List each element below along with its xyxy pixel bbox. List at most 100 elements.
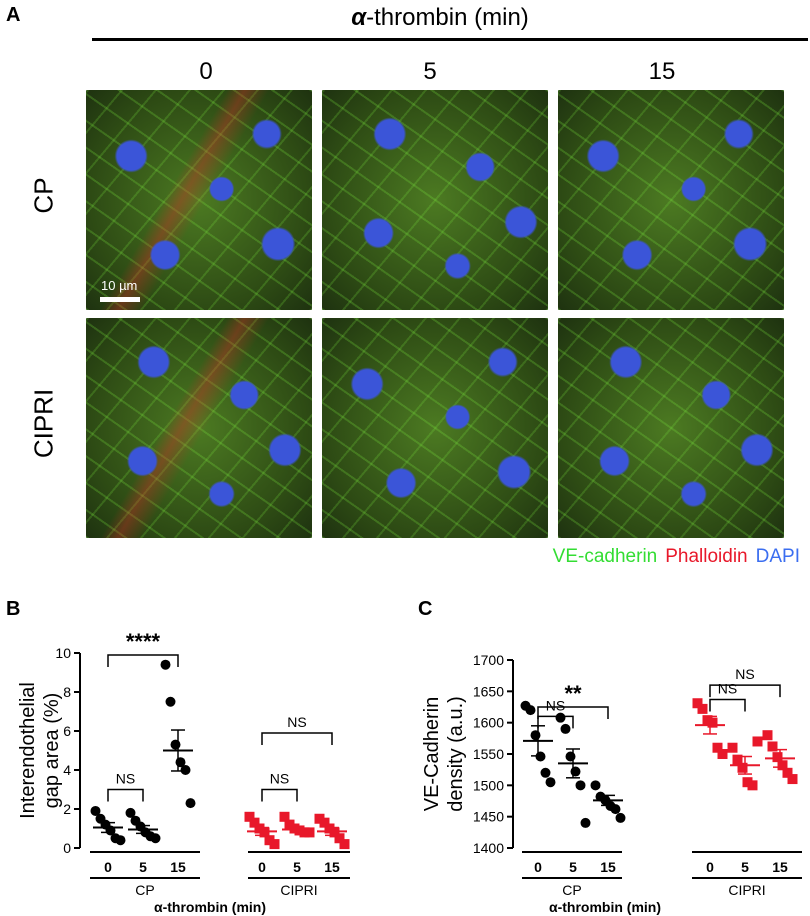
x-axis-label: α-thrombin (min) bbox=[549, 899, 661, 915]
y-tick-label: 1650 bbox=[473, 683, 504, 699]
data-point bbox=[782, 767, 793, 778]
significance-bracket bbox=[537, 706, 609, 719]
y-tick-label: 4 bbox=[63, 762, 71, 778]
significance-label: ** bbox=[564, 681, 582, 706]
x-tick-label: 15 bbox=[324, 859, 340, 875]
x-tick-label: 15 bbox=[772, 859, 788, 875]
significance-label: **** bbox=[126, 629, 161, 654]
legend-ve-cadherin: VE-cadherin bbox=[552, 546, 658, 567]
x-group-label: CIPRI bbox=[280, 882, 317, 898]
data-point bbox=[170, 739, 181, 750]
x-tick-label: 0 bbox=[104, 859, 112, 875]
significance-bracket bbox=[261, 788, 298, 802]
data-point bbox=[787, 774, 798, 785]
x-group-label: CP bbox=[135, 882, 154, 898]
data-point bbox=[249, 817, 260, 828]
significance-label: NS bbox=[116, 771, 135, 787]
y-tick-label: 2 bbox=[63, 801, 71, 817]
data-point bbox=[115, 835, 126, 846]
data-point bbox=[244, 811, 255, 822]
data-point bbox=[575, 780, 586, 791]
data-point bbox=[125, 807, 136, 818]
y-tick-label: 10 bbox=[55, 645, 71, 661]
x-tick-label: 0 bbox=[258, 859, 266, 875]
y-tick-label: 1500 bbox=[473, 777, 504, 793]
data-point bbox=[279, 811, 290, 822]
data-point bbox=[560, 723, 571, 734]
data-point bbox=[732, 754, 743, 765]
data-point bbox=[269, 839, 280, 850]
data-point bbox=[767, 741, 778, 752]
x-tick-label: 0 bbox=[706, 859, 714, 875]
significance-bracket bbox=[537, 715, 574, 729]
data-point bbox=[530, 730, 541, 741]
data-point bbox=[160, 659, 171, 670]
header-thrombin-text: -thrombin (min) bbox=[366, 4, 529, 31]
significance-bracket bbox=[261, 732, 333, 745]
y-axis-label: Interendothelial bbox=[17, 682, 39, 819]
y-tick-label: 8 bbox=[63, 684, 71, 700]
y-tick-label: 1450 bbox=[473, 809, 504, 825]
row-label-cp: CP bbox=[28, 177, 59, 214]
y-tick-label: 1700 bbox=[473, 652, 504, 668]
chart-gap-area: 0 2 4 6 8 10 Interendothelial gap area (%) CP CIP… bbox=[17, 629, 350, 915]
data-point bbox=[615, 812, 626, 823]
data-point bbox=[692, 698, 703, 709]
data-point bbox=[610, 804, 621, 815]
y-tick-label: 0 bbox=[63, 840, 71, 856]
x-tick-label: 15 bbox=[600, 859, 616, 875]
data-point bbox=[304, 827, 315, 838]
y-tick-label: 1550 bbox=[473, 746, 504, 762]
significance-bracket bbox=[709, 698, 746, 712]
data-point bbox=[747, 780, 758, 791]
data-point bbox=[580, 817, 591, 828]
micrograph-tile bbox=[558, 318, 784, 538]
data-point bbox=[185, 798, 196, 809]
legend-phalloidin: Phalloidin bbox=[665, 546, 748, 567]
x-tick-label: 5 bbox=[741, 859, 749, 875]
scale-bar bbox=[100, 297, 140, 302]
x-tick-label: 0 bbox=[534, 859, 542, 875]
data-point bbox=[762, 730, 773, 741]
data-point bbox=[90, 805, 101, 816]
x-tick-label: 5 bbox=[293, 859, 301, 875]
column-label-0: 0 bbox=[199, 58, 213, 85]
data-point bbox=[150, 833, 161, 844]
significance-label: NS bbox=[287, 714, 306, 730]
data-point bbox=[727, 742, 738, 753]
header-thrombin: α-thrombin (min) bbox=[320, 4, 560, 32]
data-point bbox=[165, 696, 176, 707]
micrograph-tile bbox=[322, 90, 548, 310]
significance-label: NS bbox=[546, 697, 565, 713]
data-point bbox=[339, 839, 350, 850]
data-point bbox=[712, 742, 723, 753]
data-point bbox=[319, 817, 330, 828]
y-tick-label: 6 bbox=[63, 723, 71, 739]
significance-bracket bbox=[107, 788, 144, 802]
y-axis-label: density (a.u.) bbox=[445, 696, 467, 812]
x-tick-label: 5 bbox=[139, 859, 147, 875]
data-point bbox=[180, 765, 191, 775]
x-group-label: CIPRI bbox=[728, 882, 765, 898]
data-point bbox=[540, 767, 551, 778]
data-point bbox=[590, 780, 601, 791]
x-tick-label: 15 bbox=[170, 859, 186, 875]
x-group-label: CP bbox=[562, 882, 581, 898]
data-point bbox=[697, 703, 708, 714]
y-tick-label: 1600 bbox=[473, 715, 504, 731]
y-axis-label: gap area (%) bbox=[41, 693, 63, 809]
alpha-symbol: α bbox=[351, 4, 367, 31]
header-rule bbox=[92, 38, 808, 41]
significance-label: NS bbox=[270, 771, 289, 787]
y-axis-label: VE-Cadherin bbox=[421, 697, 443, 812]
channel-legend: VE-cadherin Phalloidin DAPI bbox=[460, 546, 800, 568]
data-point bbox=[752, 736, 763, 747]
data-point bbox=[545, 777, 556, 788]
x-axis-label: α-thrombin (min) bbox=[154, 899, 266, 915]
data-point bbox=[717, 749, 728, 759]
panel-letter-b: B bbox=[6, 598, 21, 620]
data-point bbox=[777, 760, 788, 771]
significance-label: NS bbox=[718, 680, 737, 696]
micrograph-tile bbox=[86, 318, 312, 538]
